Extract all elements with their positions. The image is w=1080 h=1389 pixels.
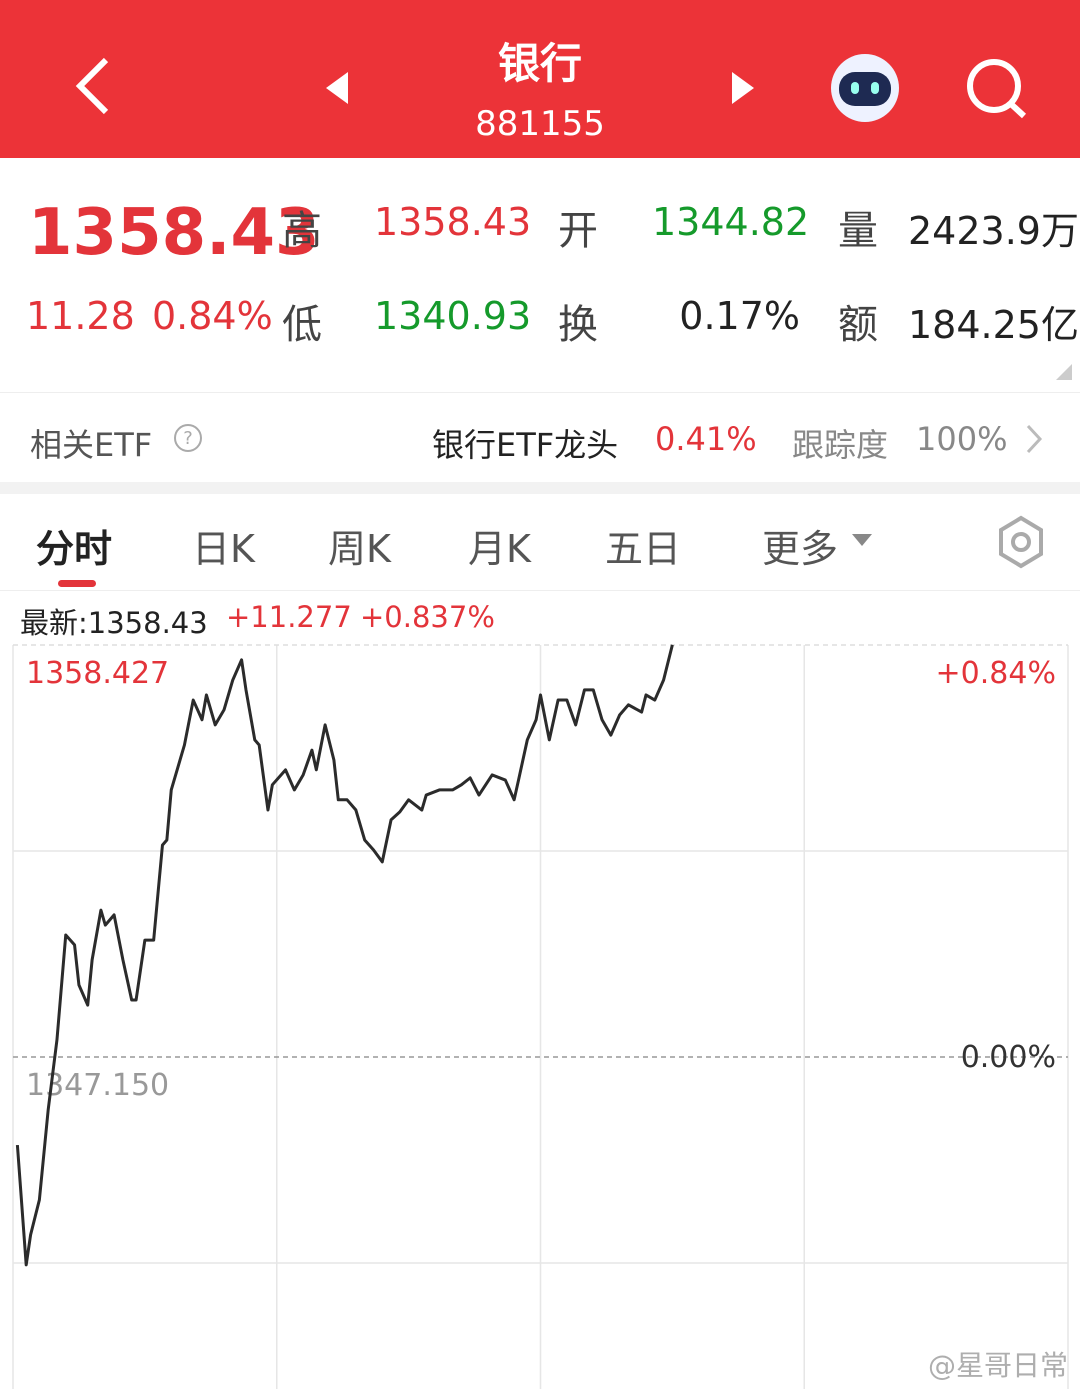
chevron[interactable] bbox=[1022, 422, 1046, 456]
y2-tick-label: +0.84% bbox=[936, 656, 1056, 691]
tab[interactable]: 日K bbox=[192, 527, 255, 571]
volume: 2423.9万 bbox=[908, 209, 1079, 253]
settings-icon[interactable] bbox=[994, 514, 1048, 570]
y2-tick-label: 0.00% bbox=[961, 1040, 1056, 1075]
intraday-chart: 1358.427 1347.150 +0.84% 0.00% bbox=[12, 644, 1069, 1389]
low: 1340.93 bbox=[374, 294, 532, 338]
latest-change: +11.277 bbox=[226, 600, 352, 634]
open: 1344.82 bbox=[652, 200, 810, 244]
turnover: 0.17% bbox=[679, 294, 800, 338]
back-button[interactable] bbox=[75, 57, 109, 115]
y-tick-label: 1358.427 bbox=[26, 656, 169, 691]
price-line bbox=[15, 644, 674, 1267]
tab-indicator bbox=[58, 580, 96, 587]
next-button[interactable] bbox=[732, 72, 754, 104]
price: 1358.43 bbox=[28, 196, 320, 270]
label: 低 bbox=[282, 302, 322, 348]
change: 11.28 bbox=[26, 294, 135, 338]
y-tick-label: 1347.150 bbox=[26, 1068, 169, 1103]
tab[interactable]: 周K bbox=[328, 527, 391, 571]
dropdown-arrow bbox=[852, 534, 872, 546]
etf-label: 相关ETF bbox=[30, 426, 153, 464]
tab[interactable]: 更多 bbox=[762, 527, 839, 571]
search-button[interactable] bbox=[967, 59, 1027, 119]
assistant-icon[interactable] bbox=[831, 54, 899, 122]
header-bar: 银行 881155 bbox=[0, 0, 1080, 158]
latest: 最新:1358.43 bbox=[20, 606, 208, 640]
tracking: 100% bbox=[916, 420, 1008, 458]
tab[interactable]: 五日 bbox=[605, 527, 682, 571]
title: 银行 bbox=[497, 39, 582, 88]
latest-change-pct: +0.837% bbox=[360, 600, 495, 634]
svg-text:?: ? bbox=[183, 428, 193, 449]
tab[interactable]: 分时 bbox=[36, 527, 113, 571]
code: 881155 bbox=[475, 104, 605, 144]
high: 1358.43 bbox=[374, 200, 532, 244]
watermark: @星哥日常 bbox=[927, 1349, 1068, 1382]
tracking-label: 跟踪度 bbox=[792, 426, 889, 464]
change-pct: 0.84% bbox=[152, 294, 273, 338]
label: 量 bbox=[838, 208, 878, 254]
tab[interactable]: 月K bbox=[468, 527, 531, 571]
help-icon[interactable]: ? bbox=[172, 422, 204, 454]
divider bbox=[0, 482, 1080, 494]
divider bbox=[0, 392, 1080, 393]
label: 换 bbox=[558, 302, 598, 348]
label: 额 bbox=[838, 302, 878, 348]
label: 开 bbox=[558, 208, 598, 254]
amount: 184.25亿 bbox=[908, 303, 1079, 347]
etf-change: 0.41% bbox=[655, 420, 757, 458]
label: 高 bbox=[282, 208, 322, 254]
prev-button[interactable] bbox=[326, 72, 348, 104]
header-icons bbox=[75, 54, 1027, 122]
divider bbox=[0, 590, 1080, 591]
etf-name[interactable]: 银行ETF龙头 bbox=[432, 426, 619, 464]
resize-corner bbox=[1056, 364, 1072, 380]
